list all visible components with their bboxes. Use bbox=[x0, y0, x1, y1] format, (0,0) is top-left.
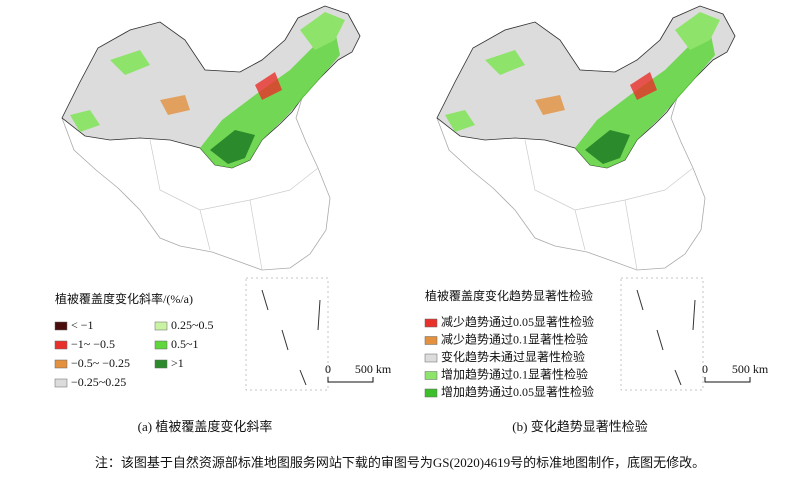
scale-bar bbox=[704, 377, 751, 383]
legend-swatch bbox=[424, 318, 438, 328]
legend-swatch bbox=[54, 340, 68, 350]
legend-swatch bbox=[424, 353, 438, 363]
legend-swatch bbox=[54, 321, 68, 331]
map-a bbox=[61, 5, 361, 391]
caption: (b) 变化趋势显著性检验 bbox=[512, 419, 647, 434]
legend-swatch bbox=[54, 359, 68, 369]
legend-label: 增加趋势通过0.1显著性检验 bbox=[441, 366, 588, 381]
legend-title: 植被覆盖度变化斜率/(%/a) bbox=[55, 291, 193, 306]
legend-label: 变化趋势未通过显著性检验 bbox=[441, 349, 585, 364]
legend-label: −0.5~ −0.25 bbox=[71, 356, 130, 370]
legend-label: 减少趋势通过0.05显著性检验 bbox=[441, 314, 594, 329]
legend-swatch bbox=[424, 336, 438, 345]
legend-label: >1 bbox=[171, 356, 184, 370]
scale-label: 500 km bbox=[732, 362, 769, 376]
legend-swatch bbox=[154, 321, 168, 331]
scale-zero: 0 bbox=[325, 362, 331, 376]
legend-swatch bbox=[154, 340, 168, 350]
legend-swatch bbox=[54, 378, 68, 388]
legend-label: 0.25~0.5 bbox=[171, 318, 214, 332]
legend-label: 减少趋势通过0.1显著性检验 bbox=[441, 331, 588, 346]
legend-title: 植被覆盖度变化趋势显著性检验 bbox=[425, 288, 593, 303]
legend-label: < −1 bbox=[71, 318, 94, 332]
legend-label: 增加趋势通过0.05显著性检验 bbox=[441, 384, 594, 399]
scale-bar bbox=[327, 377, 374, 383]
legend-swatch bbox=[154, 359, 168, 369]
legend-label: 0.5~1 bbox=[171, 337, 199, 351]
scale-zero: 0 bbox=[702, 362, 708, 376]
note: 注：该图基于自然资源部标准地图服务网站下载的审图号为GS(2020)4619号的… bbox=[95, 455, 705, 470]
scale-label: 500 km bbox=[355, 362, 392, 376]
legend-swatch bbox=[424, 371, 438, 380]
legend-label: −0.25~0.25 bbox=[71, 375, 126, 389]
caption: (a) 植被覆盖度变化斜率 bbox=[138, 419, 273, 434]
legend-label: −1~ −0.5 bbox=[71, 337, 115, 351]
legend-swatch bbox=[424, 388, 438, 398]
